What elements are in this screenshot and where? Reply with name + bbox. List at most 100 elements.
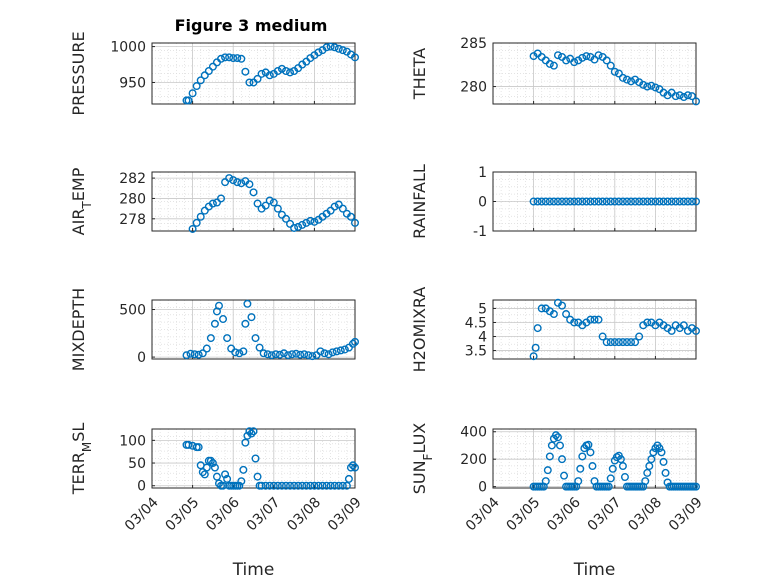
data-point	[610, 197, 619, 206]
data-point	[217, 194, 226, 203]
data-point	[598, 197, 607, 206]
x-tick-label: 03/07	[244, 494, 284, 534]
data-point	[675, 197, 684, 206]
axes-box	[151, 428, 356, 489]
data-point	[551, 431, 560, 440]
data-point	[553, 433, 562, 442]
data-point	[229, 176, 238, 185]
data-point	[643, 82, 652, 91]
data-point	[286, 68, 295, 77]
data-point	[184, 440, 193, 449]
axes-box	[492, 299, 697, 360]
data-point	[196, 76, 205, 85]
data-point	[243, 431, 252, 440]
data-point	[549, 61, 558, 70]
data-point	[679, 197, 688, 206]
data-point	[269, 481, 278, 490]
data-point	[194, 350, 203, 359]
x-tick-label: 03/06	[544, 494, 584, 534]
data-point	[192, 218, 201, 227]
data-point	[614, 338, 623, 347]
data-point	[330, 481, 339, 490]
data-point	[675, 91, 684, 100]
data-point	[614, 69, 623, 78]
data-point	[235, 481, 244, 490]
figure-title: Figure 3 medium	[175, 16, 328, 35]
data-point	[318, 481, 327, 490]
data-point	[346, 463, 355, 472]
data-point	[340, 345, 349, 354]
data-point	[273, 481, 282, 490]
data-point	[217, 54, 226, 63]
data-point	[594, 315, 603, 324]
data-point	[277, 210, 286, 219]
data-point	[635, 197, 644, 206]
data-point	[639, 80, 648, 89]
x-tick-label: 03/04	[463, 494, 503, 534]
data-point	[547, 441, 556, 450]
axes-box	[492, 428, 697, 489]
data-point	[679, 321, 688, 330]
data-point	[212, 472, 221, 481]
data-point	[326, 481, 335, 490]
data-point	[586, 315, 595, 324]
data-point	[235, 349, 244, 358]
data-point	[229, 54, 238, 63]
y-axis-label-text: TERR	[69, 452, 88, 495]
data-point	[275, 350, 284, 359]
data-point	[265, 196, 274, 205]
data-point	[225, 174, 234, 183]
data-point	[584, 440, 593, 449]
data-point	[659, 197, 668, 206]
data-point	[334, 481, 343, 490]
data-point	[265, 71, 274, 80]
data-point	[221, 470, 230, 479]
data-point	[251, 454, 260, 463]
axes-box	[151, 299, 356, 360]
data-point	[257, 481, 266, 490]
data-point	[273, 66, 282, 75]
data-point	[562, 310, 571, 319]
data-point	[255, 343, 264, 352]
data-point	[310, 481, 319, 490]
data-point	[284, 351, 293, 360]
data-point	[182, 351, 191, 360]
data-point	[667, 197, 676, 206]
data-point	[314, 481, 323, 490]
data-point	[253, 472, 262, 481]
data-point	[608, 464, 617, 473]
y-axis-label-suffix: LUX	[410, 423, 429, 454]
data-point	[582, 197, 591, 206]
data-point	[610, 67, 619, 76]
y-tick-label: 285	[460, 36, 487, 52]
y-axis-label-suffix: EMP	[69, 167, 88, 201]
x-tick-label: 03/09	[666, 494, 706, 534]
subplot-2: 280 285 THETA	[410, 36, 701, 106]
data-point	[247, 313, 256, 322]
data-point	[338, 204, 347, 213]
data-point	[202, 463, 211, 472]
data-point	[647, 197, 656, 206]
y-tick-label: 3.5	[465, 344, 487, 360]
data-point	[576, 464, 585, 473]
data-point	[570, 197, 579, 206]
data-point	[657, 448, 666, 457]
data-point	[257, 69, 266, 78]
data-point	[302, 481, 311, 490]
data-point	[188, 89, 197, 98]
data-point	[602, 338, 611, 347]
data-point	[610, 338, 619, 347]
data-point	[529, 352, 538, 361]
data-point	[204, 66, 213, 75]
data-point	[627, 338, 636, 347]
data-point	[277, 64, 286, 73]
data-point	[290, 223, 299, 232]
data-point	[245, 78, 254, 87]
data-point	[687, 92, 696, 101]
data-point	[558, 301, 567, 310]
data-point	[326, 206, 335, 215]
y-tick-label: 278	[119, 212, 146, 228]
data-point	[267, 351, 276, 360]
data-point	[233, 54, 242, 63]
